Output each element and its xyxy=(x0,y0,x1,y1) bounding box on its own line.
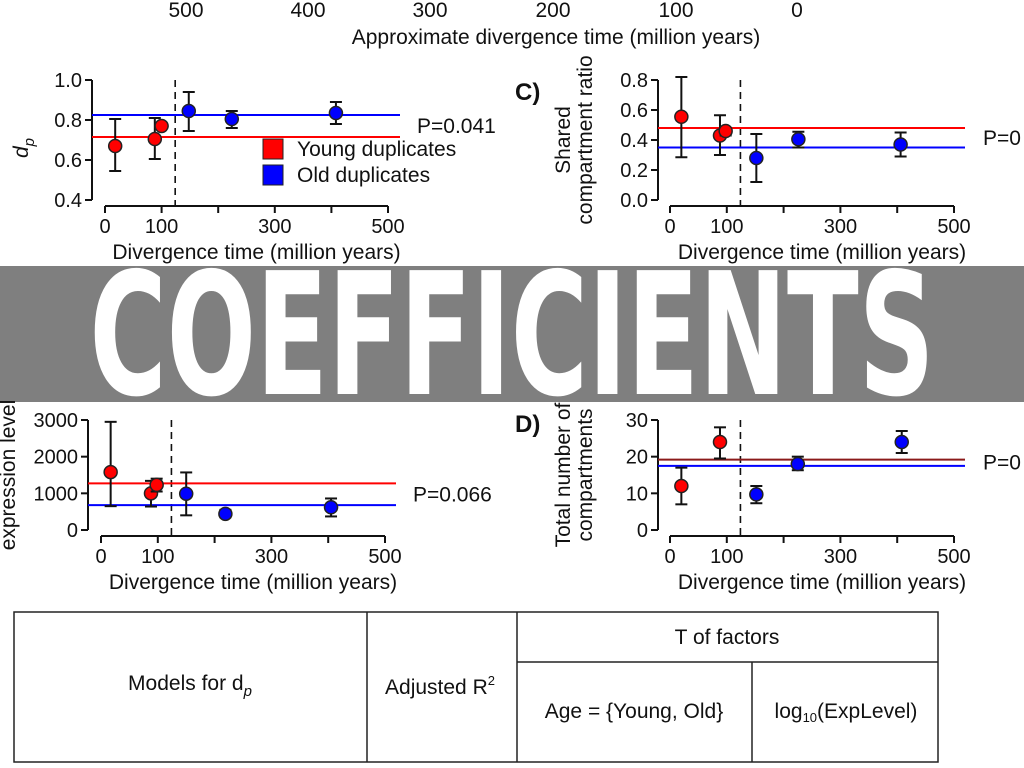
data-point xyxy=(894,434,909,450)
top-axis: 500 400 300 200 100 0 Approximate diverg… xyxy=(168,0,802,49)
p-value: P=0.066 xyxy=(413,483,492,506)
x-tick-label: 0 xyxy=(95,546,106,568)
data-point xyxy=(674,109,689,124)
data-point xyxy=(147,131,163,147)
data-point xyxy=(149,477,164,493)
x-tick-label: 100 xyxy=(141,546,174,568)
table-header-r2: Adjusted R2 xyxy=(385,673,495,699)
table-header-explevel: log10(ExpLevel) xyxy=(775,700,918,725)
y-tick-label: 2000 xyxy=(34,447,79,469)
data-point xyxy=(718,123,733,139)
data-point xyxy=(749,150,764,166)
data-point xyxy=(674,478,689,494)
data-point xyxy=(323,500,339,515)
y-axis-label: dp xyxy=(10,138,38,158)
top-tick-label: 0 xyxy=(791,0,803,22)
top-axis-label: Approximate divergence time (million yea… xyxy=(352,26,761,49)
y-axis-label: expression level xyxy=(0,400,20,551)
y-tick-label: 0.6 xyxy=(54,150,82,172)
x-tick-label: 0 xyxy=(664,216,675,238)
x-tick-label: 300 xyxy=(824,546,857,568)
y-tick-label: 0.4 xyxy=(620,130,648,152)
data-point xyxy=(749,487,764,502)
y-axis-label-main: d xyxy=(10,145,33,158)
data-point xyxy=(791,132,806,147)
y-tick-label: 1.0 xyxy=(54,70,82,92)
y-tick-label: 3000 xyxy=(34,410,79,432)
y-axis-label-sub: p xyxy=(21,138,38,147)
data-point xyxy=(154,118,169,134)
legend-label-old: Old duplicates xyxy=(297,164,430,187)
data-point xyxy=(218,506,233,522)
y-tick-label: 0.0 xyxy=(620,190,648,212)
table-header-age: Age = {Young, Old} xyxy=(545,700,723,723)
y-tick-label: 0.6 xyxy=(620,100,648,122)
data-point xyxy=(224,111,240,127)
top-tick-label: 200 xyxy=(535,0,570,22)
p-value: P=0 xyxy=(983,127,1021,150)
data-point xyxy=(328,105,344,121)
data-point xyxy=(181,103,197,119)
panel-C: 0.0 0.2 0.4 0.6 0.8 0 100 300 500 Divergence time… xyxy=(515,55,1021,264)
panel-label: D) xyxy=(515,411,540,438)
x-tick-label: 0 xyxy=(664,546,675,568)
p-value: P=0.041 xyxy=(417,115,496,138)
table-header-factors: T of factors xyxy=(675,626,780,649)
panel-label: C) xyxy=(515,79,540,106)
data-point xyxy=(790,456,806,472)
x-axis-label: Divergence time (million years) xyxy=(109,571,397,594)
y-tick-label: 1000 xyxy=(34,483,79,505)
top-tick-label: 300 xyxy=(412,0,447,22)
data-point xyxy=(712,434,728,450)
legend-label-young: Young duplicates xyxy=(297,138,456,161)
y-tick-label: 20 xyxy=(626,447,648,469)
legend-swatch-young xyxy=(262,138,284,160)
x-tick-label: 100 xyxy=(710,216,743,238)
x-tick-label: 500 xyxy=(937,216,970,238)
data-point xyxy=(178,486,194,501)
table-header-models: Models for dp xyxy=(128,672,252,700)
panel-B: 0 1000 2000 3000 0 100 300 500 Divergence time (… xyxy=(0,400,492,594)
y-tick-label: 0.4 xyxy=(54,190,82,212)
banner-overlay xyxy=(0,266,1024,402)
x-tick-label: 500 xyxy=(368,546,401,568)
data-point xyxy=(107,138,123,154)
p-value: P=0 xyxy=(983,452,1021,475)
banner-title: COEFFICIENTS xyxy=(90,237,935,435)
y-axis-label-line2: compartment ratio xyxy=(574,55,597,224)
y-tick-label: 0.2 xyxy=(620,160,648,182)
x-axis-label: Divergence time (million years) xyxy=(112,241,400,264)
top-tick-label: 500 xyxy=(168,0,203,22)
legend-swatch-old xyxy=(262,164,284,186)
x-tick-label: 500 xyxy=(371,216,404,238)
y-axis-label: Total number of xyxy=(552,402,575,547)
data-table xyxy=(13,611,939,763)
y-tick-label: 0 xyxy=(67,520,78,542)
x-tick-label: 100 xyxy=(145,216,178,238)
x-axis-label: Divergence time (million years) xyxy=(678,571,966,594)
y-tick-label: 0.8 xyxy=(54,110,82,132)
panel-A: 0.4 0.6 0.8 1.0 0 100 300 500 Divergence time (m… xyxy=(10,70,496,264)
y-tick-label: 0.8 xyxy=(620,70,648,92)
legend: Young duplicates Old duplicates xyxy=(262,138,456,187)
x-tick-label: 300 xyxy=(255,546,288,568)
data-point xyxy=(893,137,908,152)
top-tick-label: 100 xyxy=(658,0,693,22)
y-tick-label: 10 xyxy=(626,483,648,505)
y-axis-label-line2: compartments xyxy=(574,408,597,541)
x-tick-label: 100 xyxy=(710,546,743,568)
x-tick-label: 300 xyxy=(258,216,291,238)
y-tick-label: 30 xyxy=(626,410,648,432)
x-tick-label: 500 xyxy=(937,546,970,568)
x-tick-label: 0 xyxy=(99,216,110,238)
y-tick-label: 0 xyxy=(637,520,648,542)
x-tick-label: 300 xyxy=(824,216,857,238)
top-tick-label: 400 xyxy=(290,0,325,22)
data-point xyxy=(103,464,118,480)
y-axis-label: Shared xyxy=(552,106,575,174)
x-axis-label: Divergence time (million years) xyxy=(678,241,966,264)
